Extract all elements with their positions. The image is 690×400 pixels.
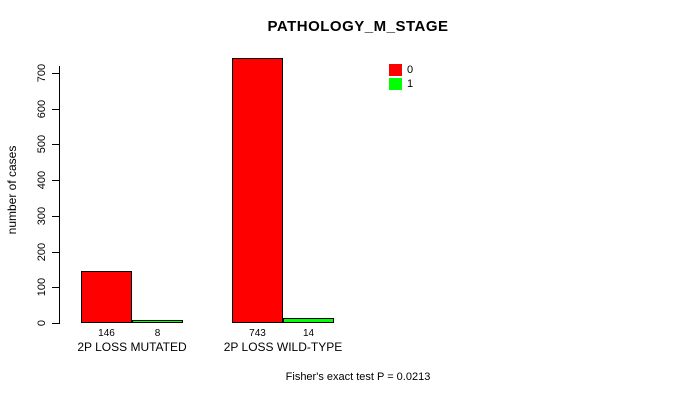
bar [283, 318, 334, 323]
bar-value-label: 14 [302, 328, 315, 339]
chart-title: PATHOLOGY_M_STAGE [267, 18, 449, 35]
y-tick [52, 287, 59, 289]
y-tick [52, 215, 59, 217]
legend-color-swatch [389, 78, 402, 90]
legend-color-swatch [389, 64, 402, 76]
category-label: 2P LOSS WILD-TYPE [223, 340, 343, 354]
y-tick-label: 200 [36, 242, 48, 261]
y-axis-line [59, 66, 60, 324]
y-tick [52, 251, 59, 253]
y-tick [52, 323, 59, 324]
bar [232, 57, 283, 323]
y-tick [52, 108, 59, 110]
y-tick-label: 300 [36, 206, 48, 226]
y-tick [52, 180, 59, 182]
annotation-text: Fisher's exact test P = 0.0213 [285, 371, 431, 383]
bar-value-label: 743 [249, 328, 266, 339]
y-tick-label: 600 [36, 99, 48, 118]
legend-item-label: 0 [407, 64, 414, 76]
category-label: 2P LOSS MUTATED [77, 340, 187, 354]
y-tick-label: 400 [36, 170, 48, 190]
legend-item-label: 1 [407, 78, 414, 90]
y-tick-label: 700 [36, 63, 48, 83]
legend-item: 0 [389, 64, 413, 76]
bar [132, 320, 183, 323]
legend-item: 1 [389, 78, 413, 90]
bar [81, 270, 132, 323]
y-tick [52, 73, 59, 74]
bar-value-label: 146 [98, 328, 115, 339]
y-tick-label: 100 [36, 278, 48, 297]
y-tick-label: 0 [36, 319, 48, 327]
y-tick [52, 144, 59, 146]
y-tick-label: 500 [36, 135, 48, 154]
bar-value-label: 8 [154, 328, 161, 339]
